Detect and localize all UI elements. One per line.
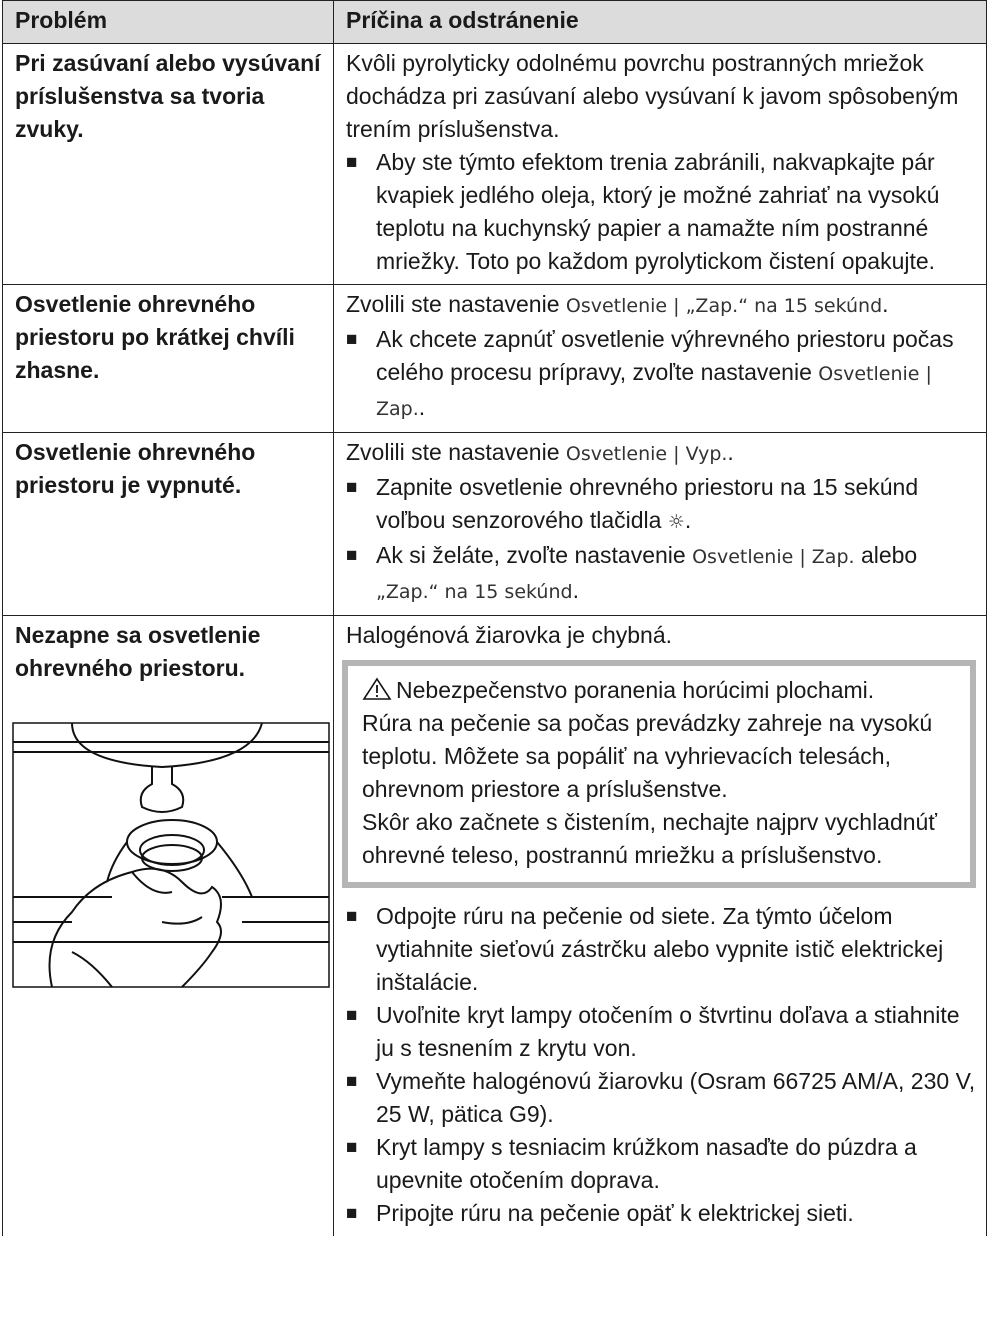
text: Uvoľnite kryt lampy otočením o štvrtinu … <box>376 1002 960 1061</box>
ui-label: Osvetlenie | „Zap.“ na 15 sekúnd <box>565 295 883 317</box>
row: Pri zasúvaní alebo vysúvaní príslušenstv… <box>2 43 987 285</box>
step: ■ Ak si želáte, zvoľte nastavenie Osvetle… <box>346 539 976 609</box>
cause: Zvolili ste nastavenie Osvetlenie | Vyp.… <box>346 436 976 471</box>
step: ■ Uvoľnite kryt lampy otočením o štvrtinu… <box>346 999 976 1065</box>
text: Kvôli pyrolyticky odolnému povrchu postr… <box>346 50 959 142</box>
step-text: Kryt lampy s tesniacim krúžkom nasaďte d… <box>376 1131 976 1197</box>
step: ■ Pripojte rúru na pečenie opäť k elektri… <box>346 1197 976 1230</box>
step: ■ Odpojte rúru na pečenie od siete. Za tý… <box>346 900 976 999</box>
step-text: Ak chcete zapnúť osvetlenie výhrevného p… <box>376 323 976 426</box>
step-text: Uvoľnite kryt lampy otočením o štvrtinu … <box>376 999 976 1065</box>
step-text: Aby ste týmto efektom trenia zabránili, … <box>376 146 976 278</box>
cause-cell: Halogénová žiarovka je chybná. Nebezpečen… <box>333 615 987 1236</box>
ui-label: „Zap.“ na 15 sekúnd <box>376 581 573 603</box>
text: . <box>418 394 426 420</box>
text: Ak si želáte, zvoľte nastavenie <box>376 542 693 568</box>
cause-cell: Zvolili ste nastavenie Osvetlenie | „Zap… <box>333 284 987 433</box>
warning-box: Nebezpečenstvo poranenia horúcimi plocha… <box>342 660 976 888</box>
text: Ak chcete zapnúť osvetlenie výhrevného p… <box>376 326 954 385</box>
text: Vymeňte halogénovú žiarovku (Osram 66725… <box>376 1068 976 1127</box>
text: Kryt lampy s tesniacim krúžkom nasaďte d… <box>376 1134 917 1193</box>
warning-title: Nebezpečenstvo poranenia horúcimi plocha… <box>362 674 956 707</box>
bullet: ■ <box>346 545 358 566</box>
bullet: ■ <box>346 906 358 927</box>
step: ■ Kryt lampy s tesniacim krúžkom nasaďte … <box>346 1131 976 1197</box>
text: alebo <box>854 542 918 568</box>
problem-cell: Pri zasúvaní alebo vysúvaní príslušenstv… <box>2 43 334 285</box>
cause: Zvolili ste nastavenie Osvetlenie | „Zap… <box>346 288 976 323</box>
text: . <box>727 439 734 465</box>
cause: Halogénová žiarovka je chybná. <box>346 619 976 652</box>
ui-label: Osvetlenie | Zap. <box>376 363 932 420</box>
warning-text: Rúra na pečenie sa počas prevádzky zahre… <box>362 710 933 802</box>
ui-label: Osvetlenie | Zap. <box>692 546 855 568</box>
text: Nebezpečenstvo poranenia horúcimi plocha… <box>396 677 875 703</box>
cause-cell: Kvôli pyrolyticky odolnému povrchu postr… <box>333 43 987 285</box>
troubleshooting-table: Problém Príčina a odstránenie Pri zasúva… <box>2 0 987 1236</box>
ui-label: Osvetlenie | Vyp. <box>565 443 728 465</box>
step-text: Odpojte rúru na pečenie od siete. Za tým… <box>376 900 976 999</box>
warning-icon <box>362 677 392 700</box>
bullet: ■ <box>346 329 358 350</box>
step: ■ Aby ste týmto efektom trenia zabránili,… <box>346 146 976 278</box>
step: ■ Zapnite osvetlenie ohrevného priestoru … <box>346 471 976 539</box>
step: ■ Vymeňte halogénovú žiarovku (Osram 6672… <box>346 1065 976 1131</box>
cause: Kvôli pyrolyticky odolnému povrchu postr… <box>346 47 976 146</box>
bullet: ■ <box>346 1203 358 1224</box>
problem-cell: Osvetlenie ohrevného priestoru je vypnut… <box>2 432 334 616</box>
text: Pripojte rúru na pečenie opäť k elektric… <box>376 1200 854 1226</box>
step: ■ Ak chcete zapnúť osvetlenie výhrevného … <box>346 323 976 426</box>
problem-cell: Nezapne sa osvetlenie ohrevného priestor… <box>2 615 334 1236</box>
lamp-illustration <box>12 722 330 988</box>
text: Zvolili ste nastavenie <box>346 439 566 465</box>
text: . <box>882 291 889 317</box>
step-text: Pripojte rúru na pečenie opäť k elektric… <box>376 1197 854 1230</box>
text: Zapnite osvetlenie ohrevného priestoru n… <box>376 474 919 533</box>
bullet: ■ <box>346 477 358 498</box>
bullet: ■ <box>346 1005 358 1026</box>
bullet: ■ <box>346 1137 358 1158</box>
problem-cell: Osvetlenie ohrevného priestoru po krátke… <box>2 284 334 433</box>
text: Odpojte rúru na pečenie od siete. Za tým… <box>376 903 944 995</box>
text: Halogénová žiarovka je chybná. <box>346 622 673 648</box>
row: Osvetlenie ohrevného priestoru je vypnut… <box>2 432 987 616</box>
bullet: ■ <box>346 1071 358 1092</box>
step-text: Ak si želáte, zvoľte nastavenie Osvetlen… <box>376 539 976 609</box>
header-cell: Problém <box>2 0 334 44</box>
text: . <box>684 507 692 533</box>
row: Osvetlenie ohrevného priestoru po krátke… <box>2 284 987 433</box>
step-text: Zapnite osvetlenie ohrevného priestoru n… <box>376 471 976 539</box>
text: Zvolili ste nastavenie <box>346 291 566 317</box>
cause-cell: Zvolili ste nastavenie Osvetlenie | Vyp.… <box>333 432 987 616</box>
header-row: Problém Príčina a odstránenie <box>2 0 987 44</box>
warning-text: Skôr ako začnete s čistením, nechajte na… <box>362 809 937 868</box>
text: . <box>572 577 579 603</box>
step-text: Vymeňte halogénovú žiarovku (Osram 66725… <box>376 1065 976 1131</box>
header-cell: Príčina a odstránenie <box>333 0 987 44</box>
ui-label: ☼ <box>667 511 685 533</box>
bullet: ■ <box>346 152 358 173</box>
row: Nezapne sa osvetlenie ohrevného priestor… <box>2 615 987 1236</box>
text: Aby ste týmto efektom trenia zabránili, … <box>376 149 940 274</box>
